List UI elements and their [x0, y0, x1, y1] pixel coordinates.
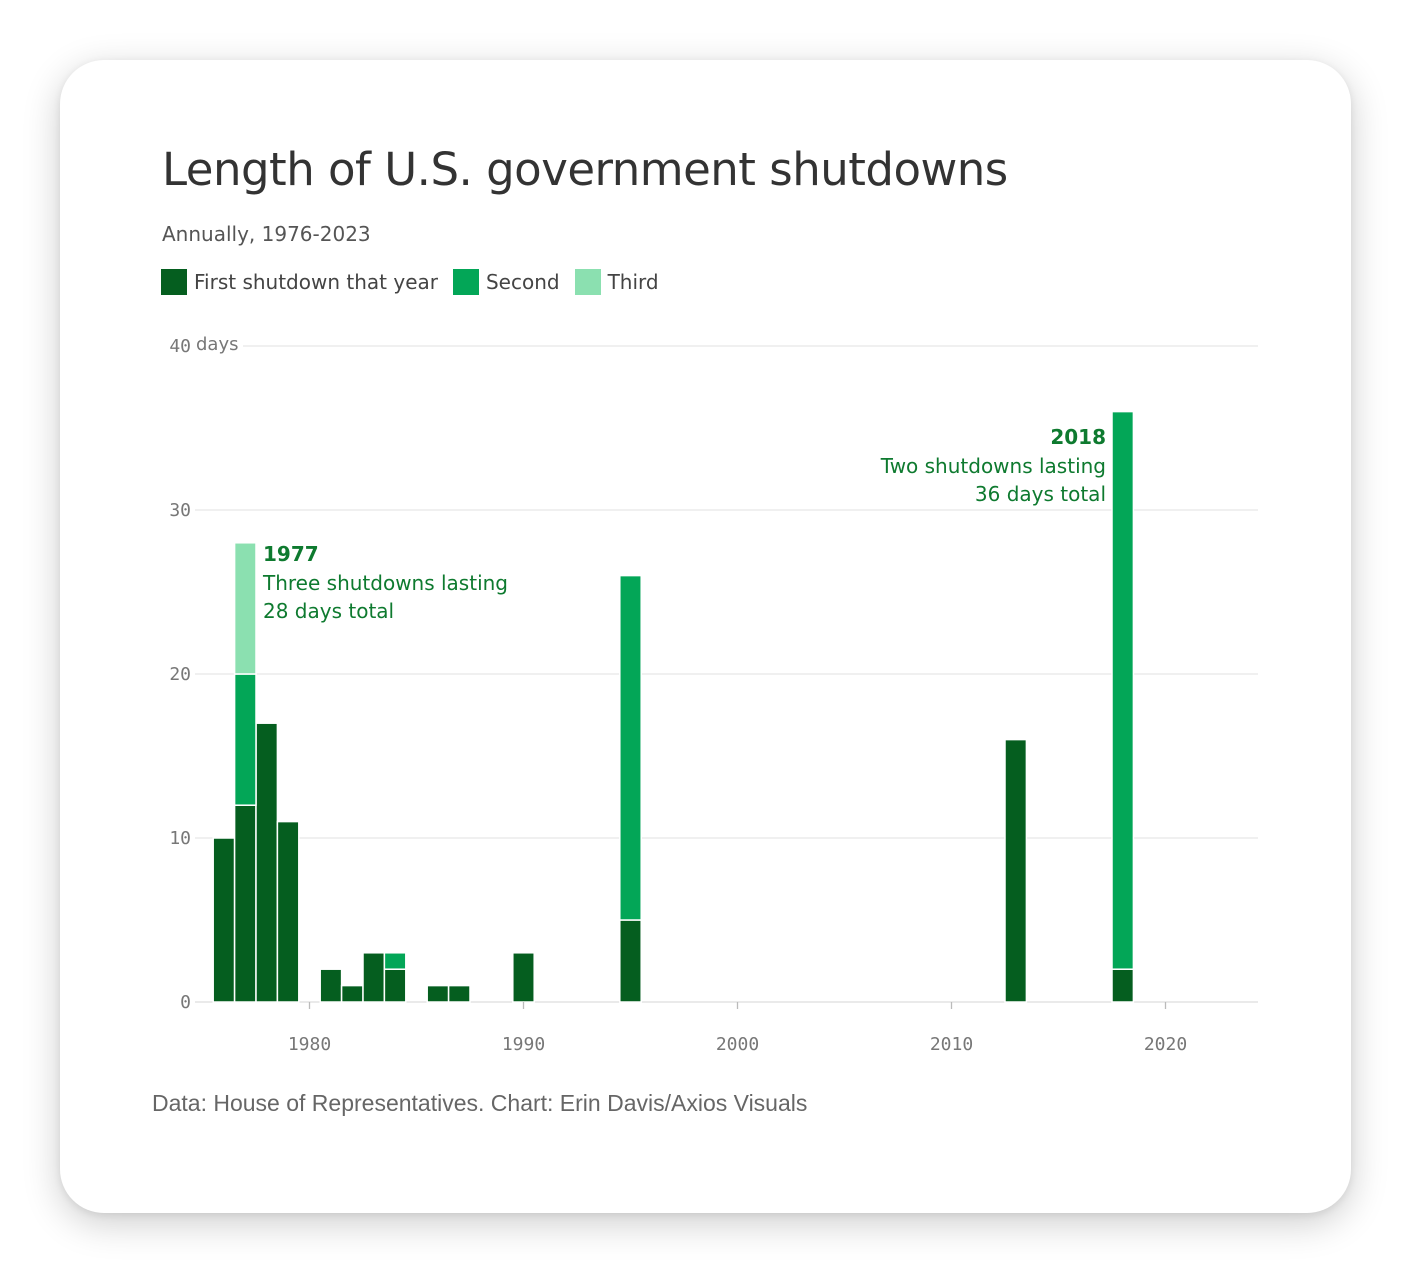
bar-first-1981: [319, 968, 343, 1003]
bar-second-1995: [619, 574, 642, 921]
bar-first-1995: [619, 919, 642, 1003]
legend-item-third: Third: [574, 269, 659, 295]
annotation-1977-line-2: 28 days total: [263, 599, 394, 623]
legend-item-first: First shutdown that year: [161, 269, 438, 295]
bar-first-1977: [233, 804, 257, 1003]
bar-first-2018: [1111, 968, 1135, 1003]
bar-first-1976: [212, 837, 236, 1003]
annotation-2018-line-1: Two shutdowns lasting: [880, 454, 1106, 478]
bar-second-1984: [383, 952, 407, 970]
legend-item-second: Second: [452, 269, 560, 295]
bar-first-1982: [340, 984, 364, 1003]
x-tick-label-2020: 2020: [1144, 1034, 1187, 1055]
bar-first-1987: [447, 984, 471, 1003]
legend-swatch-third: [574, 269, 601, 295]
bar-second-1977: [233, 673, 257, 806]
chart-card: [60, 60, 1351, 1213]
bar-first-1986: [426, 984, 450, 1003]
annotation-layer: 1977 Three shutdowns lasting 28 days tot…: [262, 425, 1106, 623]
legend-swatch-first: [161, 269, 187, 295]
y-tick-label-10: 10: [169, 828, 191, 849]
annotation-2018-line-2: 36 days total: [975, 482, 1106, 506]
legend-label-second: Second: [485, 270, 560, 294]
y-tick-label-0: 0: [180, 992, 191, 1013]
annotation-2018-year: 2018: [1050, 425, 1106, 449]
axis-layer: 0 10 20 30 40 days 1980 1990 2000 2010 2020: [169, 334, 1187, 1055]
x-tick-label-2010: 2010: [930, 1034, 973, 1055]
bar-third-1977: [233, 542, 257, 675]
source-note: Data: House of Representatives. Chart: E…: [152, 1090, 808, 1116]
chart-title: Length of U.S. government shutdowns: [162, 143, 1008, 196]
y-tick-label-30: 30: [169, 500, 191, 521]
bar-first-2013: [1004, 738, 1028, 1003]
bar-first-1984: [383, 968, 407, 1003]
bar-first-1983: [362, 952, 386, 1003]
bar-layer: [212, 410, 1135, 1003]
bar-second-2018: [1111, 410, 1135, 970]
legend-label-first: First shutdown that year: [194, 270, 438, 294]
bar-first-1990: [512, 952, 535, 1003]
legend-label-third: Third: [607, 270, 659, 294]
bar-first-1978: [255, 722, 279, 1003]
x-tick-label-2000: 2000: [716, 1034, 759, 1055]
chart-subtitle: Annually, 1976-2023: [162, 222, 371, 246]
x-tick-label-1980: 1980: [288, 1034, 331, 1055]
annotation-1977-line-1: Three shutdowns lasting: [262, 571, 508, 595]
legend: First shutdown that year Second Third: [161, 268, 674, 296]
bar-first-1979: [276, 820, 300, 1003]
legend-swatch-second: [452, 269, 479, 295]
y-tick-label-40: 40: [169, 336, 191, 357]
y-tick-label-20: 20: [169, 664, 191, 685]
y-unit-label: days: [196, 334, 239, 355]
annotation-1977-year: 1977: [263, 542, 319, 566]
x-tick-label-1990: 1990: [502, 1034, 545, 1055]
